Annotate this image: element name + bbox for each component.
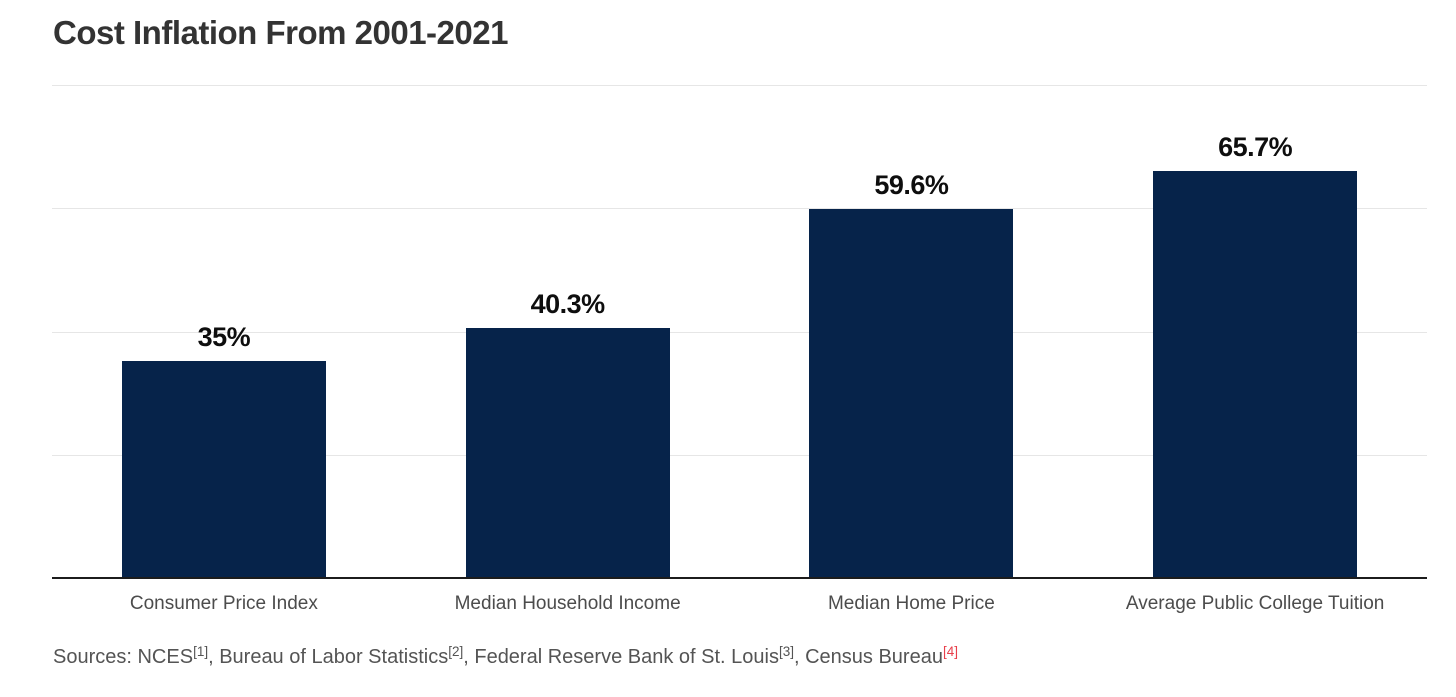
bar-value-label: 65.7% [1218, 132, 1293, 162]
bar-value-label: 40.3% [530, 289, 606, 319]
x-axis-labels: Consumer Price Index Median Household In… [52, 593, 1427, 615]
x-axis-label-average-public-college-tuition: Average Public College Tuition [1125, 593, 1385, 614]
x-axis-label-consumer-price-index: Consumer Price Index [129, 593, 318, 614]
bar-slot-average-public-college-tuition: 65.7% [1083, 85, 1427, 577]
bar-slot-median-household-income: 40.3% [396, 85, 740, 577]
sources-text: , Federal Reserve Bank of St. Louis [463, 646, 779, 668]
sources-text: , Bureau of Labor Statistics [208, 646, 449, 668]
chart-title: Cost Inflation From 2001-2021 [53, 14, 508, 51]
bar-slot-median-home-price: 59.6% [740, 85, 1084, 577]
gridline-40 [52, 332, 1427, 333]
citation-sup: [2] [448, 644, 464, 659]
sources-footnote: Sources: NCES[1], Bureau of Labor Statis… [53, 644, 958, 669]
sources-text: Sources: NCES [53, 646, 194, 668]
bar-median-household-income [465, 328, 670, 577]
citation-sup-red: [4] [942, 644, 958, 659]
bar-average-public-college-tuition [1153, 171, 1358, 577]
citation-sup: [3] [778, 644, 794, 659]
bar-series: 35% 40.3% 59.6% 65.7% [52, 85, 1427, 577]
sources-text: , Census Bureau [793, 646, 943, 668]
bar-value-label: 59.6% [874, 170, 949, 200]
gridline-20 [52, 455, 1427, 456]
bar-median-home-price [809, 209, 1014, 577]
citation-sup: [1] [193, 644, 209, 659]
bar-consumer-price-index [121, 361, 326, 577]
x-axis-line [52, 577, 1427, 579]
gridline-80 [52, 85, 1427, 86]
x-axis-label-median-home-price: Median Home Price [827, 593, 995, 614]
gridline-60 [52, 208, 1427, 209]
bar-slot-consumer-price-index: 35% [52, 85, 396, 577]
bar-value-label: 35% [197, 322, 251, 352]
x-axis-label-median-household-income: Median Household Income [454, 593, 681, 614]
plot-area: 35% 40.3% 59.6% 65.7% [52, 85, 1427, 579]
